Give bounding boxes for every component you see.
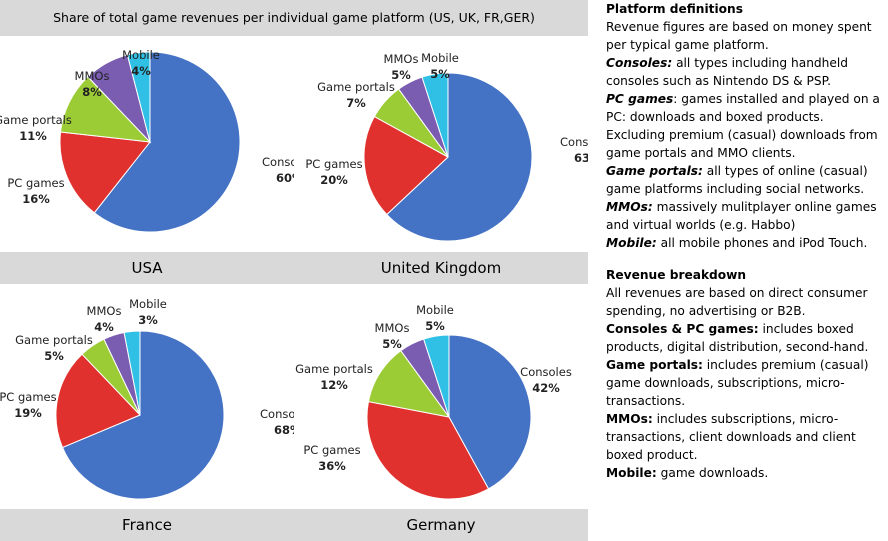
definition-consoles: Consoles: all types including handheld c… (606, 54, 886, 90)
slice-label-mobile: Mobile (416, 303, 454, 317)
term-consoles: Consoles: (606, 56, 673, 70)
country-label-germany: Germany (406, 516, 476, 534)
breakdown-consoles-pc: Consoles & PC games: includes boxed prod… (606, 320, 886, 356)
pie-chart-france: Consoles 68% PC games 19% Game portals 5% MMOs… (0, 297, 294, 500)
text-consoles: all types including handheld consoles su… (606, 56, 849, 88)
b-text-game-portals: includes premium (casual) game downloads… (606, 358, 869, 408)
chart-panel-bottom: Consoles 68% PC games 19% Game portals 5% MMOs… (0, 284, 588, 509)
platform-definitions-heading: Platform definitions (606, 2, 743, 16)
slice-value-mobile: 3% (138, 313, 158, 327)
slice-label-pc-games: PC games (305, 157, 362, 171)
slice-value-game-portals: 12% (320, 378, 348, 392)
revenue-breakdown-heading: Revenue breakdown (606, 268, 747, 282)
pie-slice-pc-games (59, 131, 151, 214)
text-mmos: massively mulitplayer online games and v… (606, 200, 877, 232)
chart-title: Share of total game revenues per individ… (0, 0, 588, 36)
pie-slice-consoles (93, 51, 241, 233)
breakdown-mobile: Mobile: game downloads. (606, 464, 886, 482)
term-pc-games: PC games (606, 92, 674, 106)
b-text-mmos: includes subscriptions, micro-transactio… (606, 412, 856, 462)
pie-chart-uk: Consoles 63% PC games 20% Game portals 7% MMOs… (305, 51, 588, 242)
b-text-consoles-pc: includes boxed products, digital distrib… (606, 322, 869, 354)
slice-value-game-portals: 7% (346, 96, 366, 110)
text-mobile: all mobile phones and iPod Touch. (656, 236, 868, 250)
slice-label-mmos: MMOs (75, 69, 110, 83)
text-game-portals: all types of online (casual) game platfo… (606, 164, 868, 196)
slice-value-mobile: 5% (430, 67, 450, 81)
slice-value-consoles: 68% (274, 423, 294, 437)
slice-label-game-portals: Game portals (0, 113, 72, 127)
slice-value-mmos: 4% (94, 320, 114, 334)
slice-value-mobile: 5% (425, 319, 445, 333)
pie-slice-consoles (448, 334, 532, 490)
b-term-game-portals: Game portals: (606, 358, 703, 372)
pie-chart-germany: Consoles 42% PC games 36% Game portals 12% MMO… (295, 303, 572, 500)
pie-slice-pc-games (363, 115, 449, 216)
slice-value-mmos: 5% (391, 68, 411, 82)
b-term-consoles-pc: Consoles & PC games: (606, 322, 759, 336)
definitions-sidebar: Platform definitions Revenue figures are… (606, 0, 886, 482)
pie-slice-consoles (386, 72, 533, 242)
definition-game-portals: Game portals: all types of online (casua… (606, 162, 886, 198)
pie-slice-mobile (423, 334, 450, 418)
slice-label-pc-games: PC games (303, 443, 360, 457)
slice-value-pc-games: 19% (14, 406, 42, 420)
breakdown-game-portals: Game portals: includes premium (casual) … (606, 356, 886, 410)
slice-label-mobile: Mobile (421, 51, 459, 65)
slice-value-consoles: 60% (276, 171, 294, 185)
breakdown-mmos: MMOs: includes subscriptions, micro-tran… (606, 410, 886, 464)
slice-value-game-portals: 5% (44, 349, 64, 363)
slice-value-mmos: 5% (382, 337, 402, 351)
definition-pc-games: PC games: games installed and played on … (606, 90, 886, 162)
slice-label-consoles: Consoles (260, 407, 294, 421)
country-label-france: France (122, 516, 172, 534)
slice-label-game-portals: Game portals (295, 362, 373, 376)
term-mobile: Mobile: (606, 236, 657, 250)
pie-slice-consoles (61, 330, 225, 500)
pie-slice-mobile (126, 51, 151, 143)
breakdown-intro: All revenues are based on direct consume… (606, 286, 868, 318)
country-label-uk: United Kingdom (380, 259, 502, 277)
slice-label-pc-games: PC games (0, 390, 57, 404)
term-mmos: MMOs: (606, 200, 653, 214)
slice-value-pc-games: 20% (320, 173, 348, 187)
b-term-mmos: MMOs: (606, 412, 653, 426)
slice-label-consoles: Consoles (262, 155, 294, 169)
definition-mobile: Mobile: all mobile phones and iPod Touch… (606, 234, 886, 252)
slice-value-consoles: 63% (574, 151, 588, 165)
slice-label-game-portals: Game portals (317, 80, 395, 94)
slice-value-pc-games: 16% (22, 192, 50, 206)
pie-slice-pc-games (366, 401, 490, 500)
pie-slice-mobile (421, 72, 449, 158)
pie-slice-mobile (123, 330, 141, 416)
pie-slice-game-portals (367, 349, 451, 418)
slice-label-consoles: Consoles (560, 135, 588, 149)
slice-label-mmos: MMOs (384, 52, 419, 66)
pie-slice-pc-games (55, 353, 141, 449)
slice-value-game-portals: 11% (19, 129, 47, 143)
slice-label-pc-games: PC games (7, 176, 64, 190)
slice-label-game-portals: Game portals (15, 333, 93, 347)
slice-label-mobile: Mobile (129, 297, 167, 311)
country-label-bar-bottom: France Germany (0, 509, 588, 541)
text-pc-games: : games installed and played on a PC: do… (606, 92, 880, 160)
slice-label-mmos: MMOs (375, 321, 410, 335)
slice-label-mobile: Mobile (122, 48, 160, 62)
chart-panel-top: Consoles 60% PC games 16% Game portals 11% MMO… (0, 36, 588, 252)
slice-value-consoles: 42% (532, 381, 560, 395)
slice-value-pc-games: 36% (318, 459, 346, 473)
slice-value-mobile: 4% (131, 64, 151, 78)
country-label-bar-top: USA United Kingdom (0, 252, 588, 284)
b-text-mobile: game downloads. (656, 466, 769, 480)
slice-value-mmos: 8% (82, 85, 102, 99)
term-game-portals: Game portals: (606, 164, 703, 178)
country-label-usa: USA (131, 259, 163, 277)
slice-label-mmos: MMOs (87, 304, 122, 318)
definition-mmos: MMOs: massively mulitplayer online games… (606, 198, 886, 234)
definitions-intro: Revenue figures are based on money spent… (606, 20, 872, 52)
b-term-mobile: Mobile: (606, 466, 657, 480)
slice-label-consoles: Consoles (520, 365, 572, 379)
pie-chart-usa: Consoles 60% PC games 16% Game portals 11% MMO… (0, 48, 294, 233)
